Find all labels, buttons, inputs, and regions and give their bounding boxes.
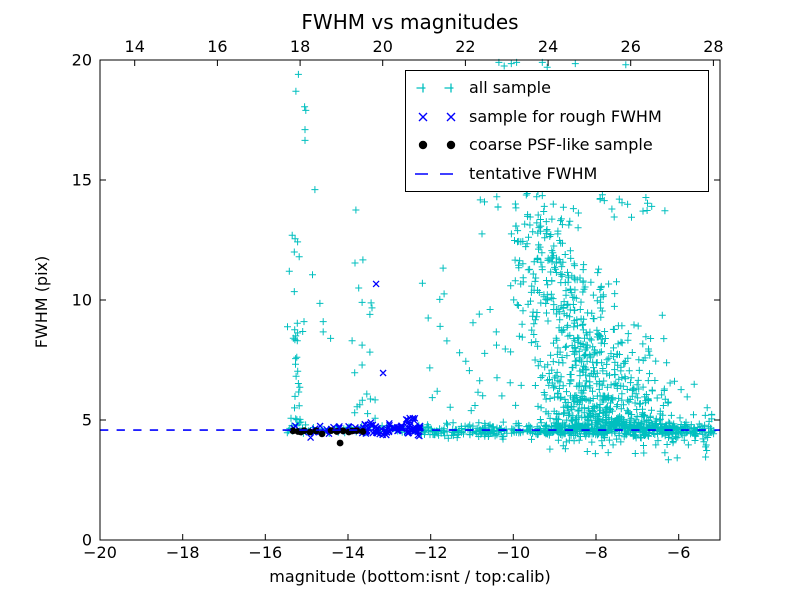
x-tick-label-bottom: −6	[667, 543, 691, 562]
x-tick-label-bottom: −18	[166, 543, 200, 562]
legend-label: tentative FWHM	[469, 163, 598, 183]
legend-item-rough-fwhm: sample for rough FWHM	[412, 106, 702, 126]
legend-label: all sample	[469, 78, 551, 98]
x-tick-label-bottom: −10	[496, 543, 530, 562]
legend-item-coarse-psf: coarse PSF-like sample	[412, 136, 702, 154]
dot-marker-icon	[418, 141, 456, 150]
x-axis-label: magnitude (bottom:isnt / top:calib)	[269, 567, 551, 586]
series-all-sample-points	[283, 58, 718, 464]
axis-tick-labels: −20 −18 −16 −14 −12 −10 −8 −6 14 16 18 20 22 24 26 28 0 5…	[72, 37, 724, 562]
series-rough-fwhm-points	[290, 280, 424, 442]
scatter-layers	[100, 58, 720, 464]
y-axis-label: FWHM (pix)	[32, 255, 51, 349]
x-tick-label-bottom: −12	[414, 543, 448, 562]
axis-ticks	[99, 59, 720, 541]
y-tick-label: 0	[82, 531, 92, 550]
x-tick-label-top: 26	[621, 37, 641, 56]
legend-label: sample for rough FWHM	[469, 106, 662, 126]
x-tick-label-bottom: −16	[248, 543, 282, 562]
x-tick-label-top: 24	[538, 37, 558, 56]
y-tick-label: 5	[82, 411, 92, 430]
dashed-line-icon	[415, 172, 458, 175]
x-tick-label-top: 20	[373, 37, 393, 56]
series-coarse-psf-points	[289, 427, 367, 447]
x-tick-label-top: 18	[290, 37, 310, 56]
y-tick-label: 15	[72, 171, 92, 190]
legend-item-all-sample: all sample	[412, 79, 702, 97]
legend-item-tentative-fwhm: tentative FWHM	[412, 163, 702, 183]
x-tick-label-top: 14	[125, 37, 145, 56]
y-tick-label: 20	[72, 51, 92, 70]
x-tick-label-top: 16	[207, 37, 227, 56]
legend: all sample sample for rough FWHM coarse …	[405, 70, 709, 192]
x-tick-label-top: 28	[703, 37, 723, 56]
x-tick-label-bottom: −8	[584, 543, 608, 562]
y-tick-label: 10	[72, 291, 92, 310]
x-tick-label-bottom: −20	[83, 543, 117, 562]
chart-title: FWHM vs magnitudes	[301, 10, 519, 34]
x-tick-label-bottom: −14	[331, 543, 365, 562]
x-marker-icon	[418, 112, 456, 122]
legend-label: coarse PSF-like sample	[469, 135, 653, 155]
x-tick-label-top: 22	[455, 37, 475, 56]
plus-marker-icon	[416, 83, 454, 93]
